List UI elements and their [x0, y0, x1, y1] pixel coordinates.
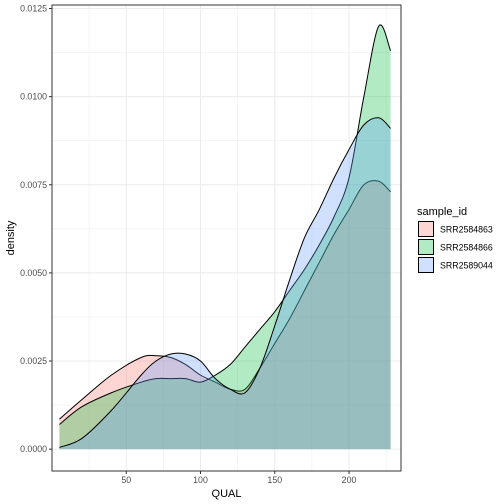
- x-axis-title: QUAL: [212, 488, 242, 500]
- legend-key-SRR2589044: [418, 257, 434, 273]
- y-tick-label: 0.0100: [20, 92, 47, 102]
- x-tick-label: 150: [267, 475, 282, 485]
- x-tick-label: 200: [342, 475, 357, 485]
- x-tick-label: 50: [121, 475, 131, 485]
- density-line-SRR2584866: [59, 24, 392, 425]
- y-axis-title: density: [5, 220, 17, 255]
- x-tick-label: 100: [193, 475, 208, 485]
- y-tick-label: 0.0125: [20, 4, 47, 14]
- legend-key-bg: [418, 239, 434, 255]
- y-axis: 0.0000 0.0025 0.0050 0.0075 0.0100 0.0125: [20, 4, 52, 454]
- legend-title: sample_id: [417, 206, 467, 218]
- legend-key-SRR2584863: [418, 221, 434, 237]
- legend: sample_id SRR2584863 SRR2584866 SRR2589044: [417, 206, 493, 273]
- panel-border: [51, 4, 402, 472]
- legend-key-SRR2584866: [418, 239, 434, 255]
- density-areas: [59, 24, 392, 450]
- density-line-SRR2584863: [59, 180, 391, 420]
- y-tick-label: 0.0025: [20, 356, 47, 366]
- density-area-SRR2589044: [59, 117, 391, 450]
- density-area-SRR2584866: [59, 24, 391, 450]
- y-tick-label: 0.0050: [20, 268, 47, 278]
- legend-key-bg: [418, 257, 434, 273]
- legend-label-SRR2584863: SRR2584863: [440, 225, 493, 235]
- legend-key-bg: [418, 221, 434, 237]
- x-axis: 50 100 150 200: [121, 471, 356, 485]
- y-tick-label: 0.0000: [20, 444, 47, 454]
- legend-label-SRR2584866: SRR2584866: [440, 243, 493, 253]
- legend-label-SRR2589044: SRR2589044: [440, 261, 493, 271]
- density-line-SRR2589044: [59, 117, 391, 448]
- y-tick-label: 0.0075: [20, 180, 47, 190]
